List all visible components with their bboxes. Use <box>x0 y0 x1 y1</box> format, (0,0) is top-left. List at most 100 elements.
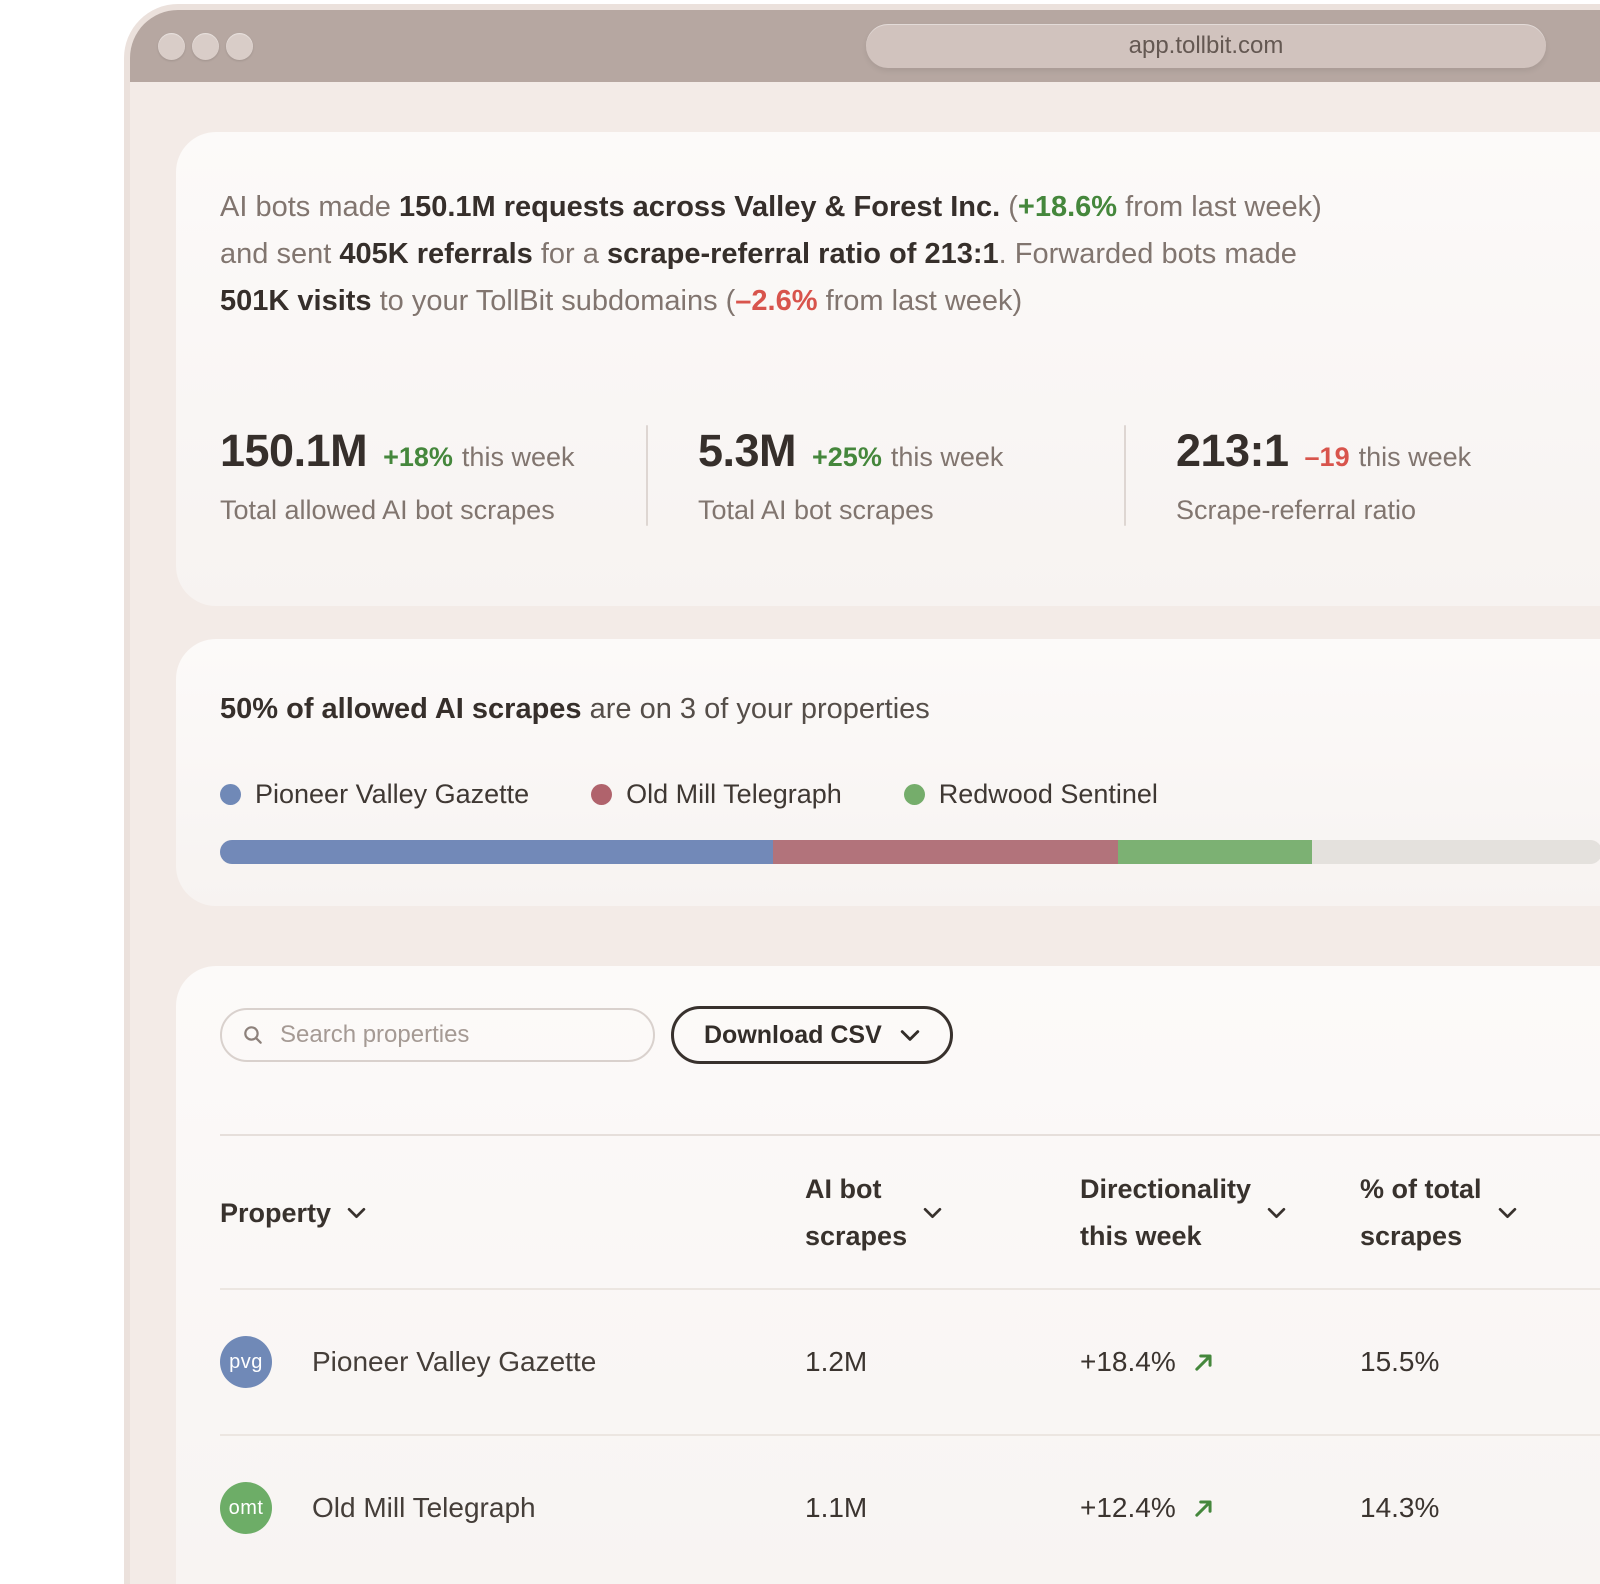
property-avatar: omt <box>220 1482 272 1534</box>
stats-divider <box>1124 425 1126 526</box>
legend-item: Redwood Sentinel <box>903 779 1158 810</box>
summary-text-segment: 405K referrals <box>339 238 533 270</box>
share-cell: 15.5% <box>1360 1346 1440 1377</box>
directionality-cell: +12.4% <box>1080 1492 1360 1524</box>
legend-label: Old Mill Telegraph <box>626 779 842 809</box>
chevron-down-icon <box>900 1029 920 1041</box>
distribution-title-rest: are on 3 of your properties <box>581 693 930 725</box>
column-header-total-share[interactable]: % of total scrapes <box>1360 1166 1600 1260</box>
distribution-legend: Pioneer Valley Gazette Old Mill Telegraph… <box>220 779 1600 810</box>
browser-titlebar: app.tollbit.com <box>130 10 1600 82</box>
chevron-down-icon <box>347 1207 366 1219</box>
bar-segment <box>1311 840 1600 864</box>
stat-block: 150.1M +18% this week Total allowed AI bot … <box>220 425 646 526</box>
chevron-down-icon <box>1498 1207 1516 1219</box>
search-icon <box>244 1026 262 1044</box>
summary-text-segment: . Forwarded bots made <box>998 238 1297 270</box>
bar-segment <box>220 840 773 864</box>
url-text: app.tollbit.com <box>1128 32 1284 59</box>
column-header-label: Directionality this week <box>1080 1174 1252 1251</box>
table-row[interactable]: omt Old Mill Telegraph 1.1M +12.4% 14.3% <box>220 1434 1600 1580</box>
table-row[interactable]: pvg Pioneer Valley Gazette 1.2M +18.4% 15.5% <box>220 1288 1600 1434</box>
property-name: Old Mill Telegraph <box>312 1492 536 1523</box>
directionality-cell: +18.4% <box>1080 1346 1360 1378</box>
search-input[interactable] <box>278 1020 633 1050</box>
browser-viewport: app.tollbit.com AI bots made 150.1M requ… <box>130 10 1600 1584</box>
chevron-down-icon <box>1267 1207 1286 1219</box>
stat-value-row: 213:1 –19 this week <box>1176 425 1600 477</box>
page-content: AI bots made 150.1M requests across Vall… <box>130 82 1600 1584</box>
property-cell: omt Old Mill Telegraph <box>220 1482 805 1534</box>
trend-up-arrow-icon <box>1195 1499 1212 1517</box>
search-box[interactable] <box>220 1008 655 1062</box>
summary-text-segment: from last week) and sent <box>220 191 1322 270</box>
legend-item: Pioneer Valley Gazette <box>220 779 529 810</box>
column-header-label: AI bot scrapes <box>805 1174 908 1251</box>
stat-block: 213:1 –19 this week Scrape-referral ratio <box>1176 425 1600 526</box>
distribution-title-bold: 50% of allowed AI scrapes <box>220 693 582 725</box>
directionality-value: +12.4% <box>1080 1492 1176 1523</box>
download-csv-label: Download CSV <box>704 1020 882 1049</box>
table-body: pvg Pioneer Valley Gazette 1.2M +18.4% 15.5%… <box>220 1288 1600 1580</box>
stat-delta: –19 <box>1304 442 1350 472</box>
property-avatar: pvg <box>220 1336 272 1388</box>
column-header-label: % of total scrapes <box>1360 1174 1482 1251</box>
distribution-card: 50% of allowed AI scrapes are on 3 of yo… <box>176 639 1600 906</box>
stat-value-row: 5.3M +25% this week <box>698 425 1124 477</box>
share-cell: 14.3% <box>1360 1492 1440 1523</box>
scrapes-cell: 1.1M <box>805 1492 868 1523</box>
trend-up-arrow-icon <box>1195 1353 1212 1371</box>
summary-text-segment: AI bots made <box>220 191 399 223</box>
column-header-directionality[interactable]: Directionality this week <box>1080 1166 1360 1260</box>
summary-paragraph: AI bots made 150.1M requests across Vall… <box>220 184 1340 325</box>
summary-text-segment: ( <box>1000 191 1018 223</box>
table-controls: Download CSV <box>220 1006 1600 1064</box>
scrapes-cell: 1.2M <box>805 1346 868 1377</box>
stat-block: 5.3M +25% this week Total AI bot scrapes <box>698 425 1124 526</box>
browser-window: app.tollbit.com AI bots made 150.1M requ… <box>124 4 1600 1584</box>
window-control-dot[interactable] <box>158 32 185 60</box>
stat-delta: +18% <box>383 442 453 472</box>
bar-segment <box>772 840 1119 864</box>
window-control-dot[interactable] <box>226 32 253 60</box>
stat-delta-suffix: this week <box>461 442 575 472</box>
stat-label: Total allowed AI bot scrapes <box>220 495 555 525</box>
chevron-down-icon <box>923 1207 942 1219</box>
summary-text-segment: scrape-referral ratio of 213:1 <box>606 238 999 270</box>
stats-divider <box>646 425 648 526</box>
summary-text-segment: 150.1M requests across Valley & Forest I… <box>398 191 1001 223</box>
bar-segment <box>1118 840 1312 864</box>
table-header-row: Property AI bot scrapes Directionality this … <box>220 1134 1600 1288</box>
summary-text-segment: 501K visits <box>220 285 372 317</box>
properties-table: Property AI bot scrapes Directionality this … <box>220 1134 1600 1580</box>
summary-text-segment: –2.6% <box>735 285 818 317</box>
legend-dot-icon <box>903 784 925 805</box>
legend-item: Old Mill Telegraph <box>591 779 842 810</box>
summary-text-segment: +18.6% <box>1017 191 1118 223</box>
stat-value: 150.1M <box>220 425 368 476</box>
url-bar[interactable]: app.tollbit.com <box>866 24 1546 68</box>
summary-card: AI bots made 150.1M requests across Vall… <box>176 132 1600 606</box>
legend-label: Pioneer Valley Gazette <box>255 779 530 809</box>
stat-label: Scrape-referral ratio <box>1175 495 1417 525</box>
stat-delta-suffix: this week <box>890 442 1004 472</box>
stat-delta-suffix: this week <box>1358 442 1472 472</box>
property-cell: pvg Pioneer Valley Gazette <box>220 1336 805 1388</box>
stat-value: 213:1 <box>1175 425 1289 476</box>
column-header-ai-bot-scrapes[interactable]: AI bot scrapes <box>805 1166 1080 1260</box>
stat-delta: +25% <box>812 442 882 472</box>
legend-dot-icon <box>220 784 241 805</box>
stat-label: Total AI bot scrapes <box>697 495 934 525</box>
distribution-bar <box>220 840 1600 864</box>
summary-text-segment: from last week) <box>817 285 1023 317</box>
legend-label: Redwood Sentinel <box>938 779 1158 809</box>
summary-text-segment: for a <box>532 238 607 270</box>
window-control-dot[interactable] <box>192 32 219 60</box>
stat-value-row: 150.1M +18% this week <box>220 425 646 477</box>
summary-text-segment: to your TollBit subdomains ( <box>371 285 736 317</box>
legend-dot-icon <box>591 784 613 805</box>
column-header-property[interactable]: Property <box>220 1190 805 1237</box>
distribution-title: 50% of allowed AI scrapes are on 3 of yo… <box>220 689 1600 729</box>
download-csv-button[interactable]: Download CSV <box>671 1006 953 1064</box>
